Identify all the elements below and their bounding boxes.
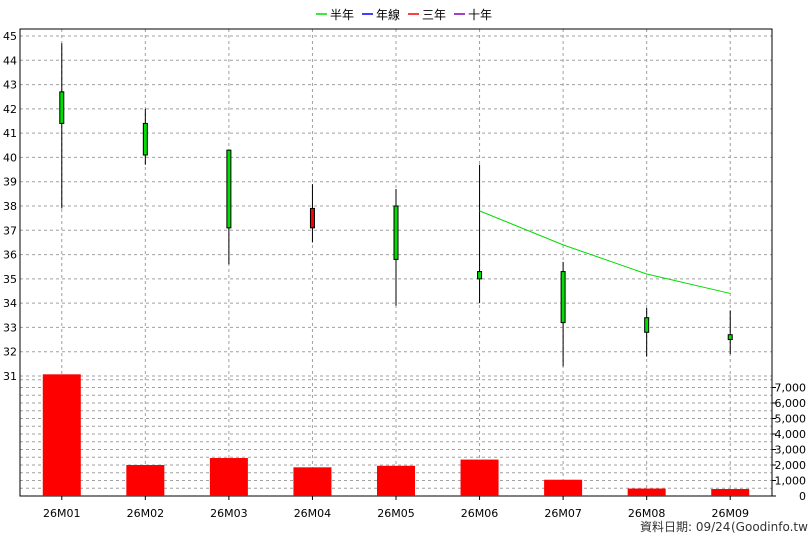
volume-bar: [711, 489, 750, 496]
price-tick-label: 31: [3, 370, 17, 383]
price-tick-label: 43: [3, 79, 17, 92]
half-year-ma-line: [479, 210, 731, 294]
price-tick-label: 34: [3, 297, 17, 310]
moving-averages: [479, 210, 731, 294]
x-tick-label: 26M09: [711, 507, 749, 520]
legend-label: 半年: [330, 8, 354, 22]
volume-bar: [460, 459, 499, 496]
volume-bar: [42, 374, 81, 496]
price-tick-label: 44: [3, 54, 17, 67]
price-tick-label: 41: [3, 127, 17, 140]
legend: 半年 年線 三年 十年: [316, 7, 492, 22]
volume-bar: [627, 488, 666, 496]
volume-tick-label: 5,000: [775, 413, 807, 426]
legend-label: 年線: [376, 7, 400, 22]
x-tick-label: 26M04: [294, 507, 332, 520]
volume-tick-label: 0: [799, 490, 806, 503]
volume-bar: [209, 458, 248, 496]
volume-tick-label: 4,000: [775, 428, 807, 441]
price-tick-label: 37: [3, 224, 17, 237]
price-tick-label: 40: [3, 151, 17, 164]
volume-tick-label: 2,000: [775, 459, 807, 472]
volume-bar: [126, 465, 165, 496]
price-tick-label: 45: [3, 30, 17, 43]
price-candles: [59, 43, 733, 367]
candle-body: [142, 122, 148, 156]
x-tick-label: 26M08: [628, 507, 666, 520]
price-tick-label: 38: [3, 200, 17, 213]
x-tick-label: 26M06: [461, 507, 499, 520]
x-tick-label: 26M07: [544, 507, 582, 520]
candle-body: [560, 271, 566, 324]
volume-bar: [544, 479, 583, 496]
price-tick-label: 33: [3, 321, 17, 334]
volume-tick-label: 1,000: [775, 475, 807, 488]
price-tick-label: 42: [3, 103, 17, 116]
candle-body: [226, 149, 232, 229]
candle-body: [393, 205, 399, 260]
x-tick-label: 26M05: [377, 507, 415, 520]
price-tick-label: 35: [3, 273, 17, 286]
volume-bar: [377, 465, 415, 496]
legend-label: 三年: [422, 8, 446, 22]
axes: 45 44 43 42 41 40 39 38 37 36 35 34 33 32 31 7,000 6,000…: [3, 30, 806, 520]
volume-bars: [42, 374, 750, 496]
x-tick-label: 26M03: [210, 507, 248, 520]
legend-label: 十年: [468, 8, 492, 22]
candle-body: [477, 271, 483, 280]
x-tick-label: 26M02: [127, 507, 165, 520]
volume-bar: [293, 467, 332, 496]
candle-body: [59, 91, 65, 124]
x-tick-label: 26M01: [43, 507, 81, 520]
volume-tick-label: 6,000: [775, 397, 807, 410]
price-tick-label: 32: [3, 346, 17, 359]
data-date-label: 資料日期: 09/24: [640, 520, 730, 534]
price-tick-label: 36: [3, 249, 17, 262]
price-tick-label: 39: [3, 176, 17, 189]
candle-body: [309, 207, 315, 229]
volume-tick-label: 7,000: [775, 382, 807, 395]
candle-body: [644, 317, 650, 333]
volume-tick-label: 3,000: [775, 444, 807, 457]
footer: 資料日期: 09/24 (Goodinfo.tw): [640, 520, 808, 534]
candle-body: [727, 334, 733, 341]
source-label: (Goodinfo.tw): [731, 520, 808, 534]
